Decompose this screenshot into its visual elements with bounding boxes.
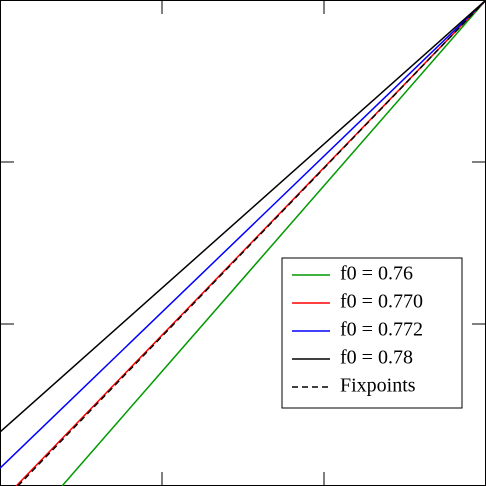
legend-box [281, 257, 463, 409]
legend-label: f0 = 0.772 [340, 319, 423, 341]
series-line [61, 0, 486, 486]
series-line [0, 0, 486, 433]
legend-label: f0 = 0.76 [340, 263, 413, 285]
legend-label: f0 = 0.78 [340, 347, 413, 369]
legend-label: f0 = 0.770 [340, 291, 423, 313]
series-line [0, 0, 486, 469]
series-line [17, 0, 486, 486]
legend-label: Fixpoints [340, 375, 416, 397]
